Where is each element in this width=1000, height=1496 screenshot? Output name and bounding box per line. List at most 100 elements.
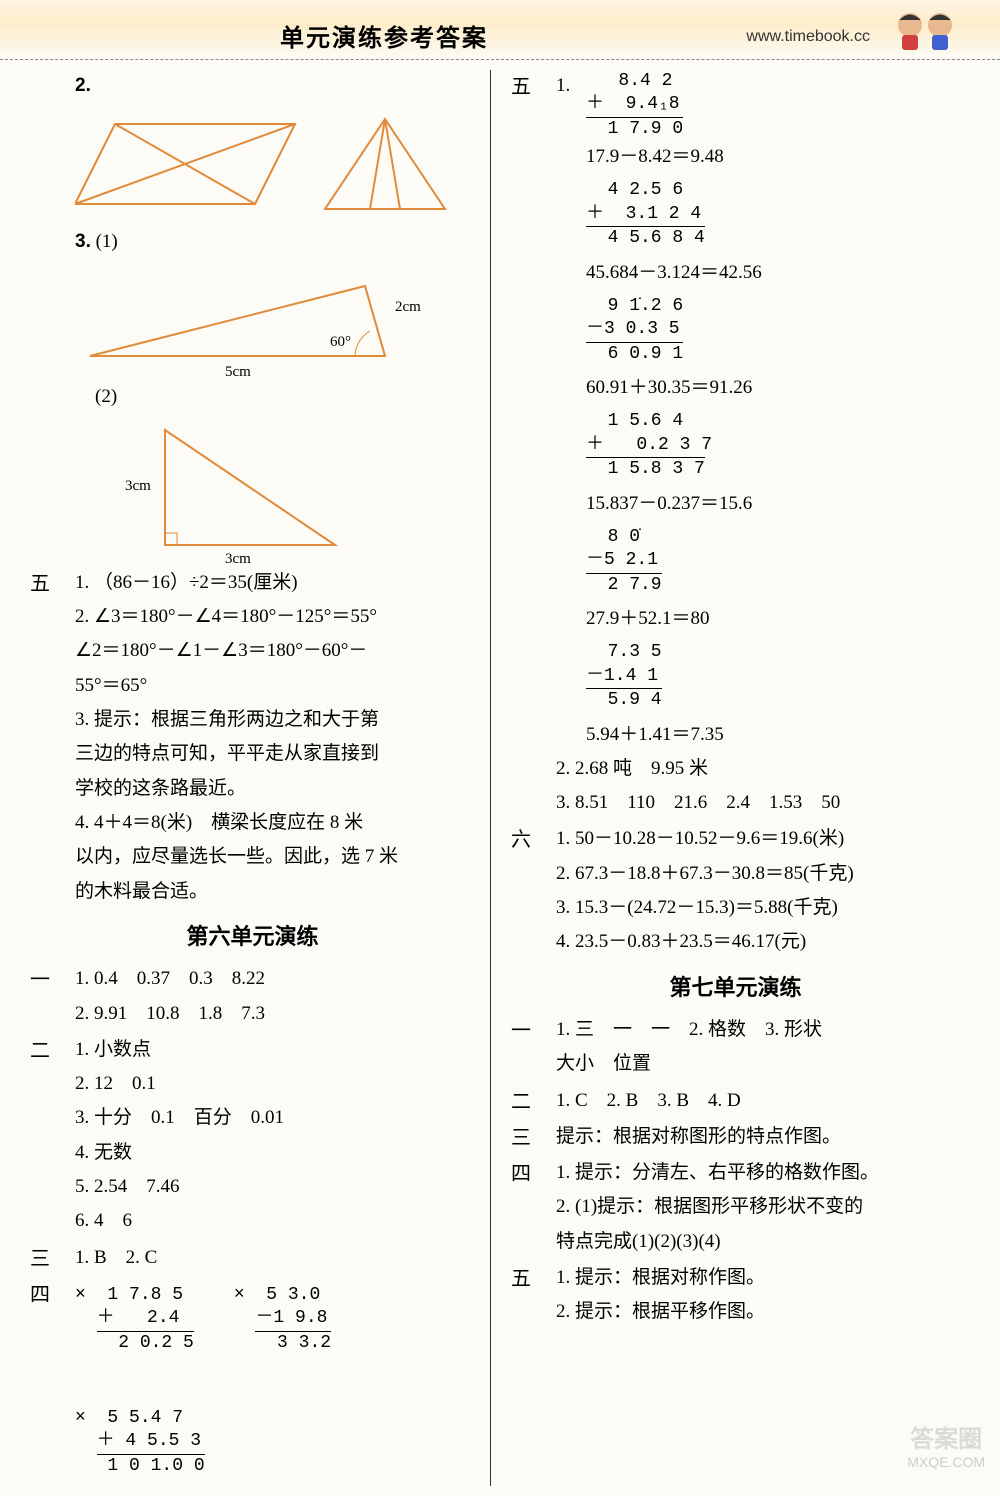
u7-sec4: 四 1. 提示：分清左、右平移的格数作图。 2. (1)提示：根据图形平移形状不…: [511, 1157, 960, 1260]
r-s5-i2: 2. 2.68 吨 9.95 米: [556, 753, 960, 785]
s5-i4c: 的木料最合适。: [75, 876, 475, 908]
section-5-right: 五 1. 8.4 2 ＋ 9.4₁8 1 7.9 0 17.9－8.42＝9.4…: [511, 70, 960, 821]
q3-2-label: (2): [95, 386, 117, 407]
u6-s2-i2: 2. 12 0.1: [75, 1068, 475, 1100]
u6-s1-label: 一: [30, 963, 75, 1032]
header-url: www.timebook.cc: [746, 28, 870, 46]
r-s5-i3: 3. 8.51 110 21.6 2.4 1.53 50: [556, 787, 960, 819]
sec5-label: 五: [30, 567, 75, 910]
u6-s2-i1: 1. 小数点: [75, 1034, 475, 1066]
u7-s4-i2a: 2. (1)提示：根据图形平移形状不变的: [556, 1191, 960, 1223]
left-column: 2. 3. (1) 2cm: [30, 70, 490, 1486]
u6-s1-i2: 2. 9.91 10.8 1.8 7.3: [75, 998, 475, 1030]
q3-1-label: (1): [96, 231, 118, 252]
s5-i3c: 学校的这条路最近。: [75, 773, 475, 805]
u6-sec4: 四 × 1 7.8 5 ＋ 2.4 2 0.2 5 × 5 3.0 －1 9.8…: [30, 1278, 475, 1484]
calc-3: × 5 5.4 7 ＋ 4 5.5 3 1 0 1.0 0: [75, 1407, 475, 1478]
r-eq-d: 15.837－0.237＝15.6: [586, 488, 960, 520]
triangle-1-shape: 2cm 60° 5cm: [75, 261, 435, 381]
u7-s4-label: 四: [511, 1157, 556, 1260]
s5-i1: 1. （86－16）÷2＝35(厘米): [75, 567, 475, 599]
r-s5-i1-label: 1.: [556, 70, 586, 141]
unit7-title: 第七单元演练: [511, 969, 960, 1006]
u7-s5-i1: 1. 提示：根据对称作图。: [556, 1262, 960, 1294]
right-column: 五 1. 8.4 2 ＋ 9.4₁8 1 7.9 0 17.9－8.42＝9.4…: [490, 70, 960, 1486]
s5-i2c: 55°＝65°: [75, 670, 475, 702]
u6-s3-label: 三: [30, 1242, 75, 1276]
u7-s3-label: 三: [511, 1121, 556, 1155]
parallelogram-shape: [75, 104, 455, 224]
u7-s1-label: 一: [511, 1014, 556, 1083]
u6-sec2: 二 1. 小数点 2. 12 0.1 3. 十分 0.1 百分 0.01 4. …: [30, 1034, 475, 1240]
s5-i2b: ∠2＝180°－∠1－∠3＝180°－60°－: [75, 635, 475, 667]
svg-text:60°: 60°: [330, 334, 351, 350]
r-s6-i3: 3. 15.3－(24.72－15.3)＝5.88(千克): [556, 892, 960, 924]
svg-text:5cm: 5cm: [225, 364, 251, 380]
u6-s3-i1: 1. B 2. C: [75, 1242, 475, 1274]
mascot-icon: [880, 5, 980, 55]
r-eq-c: 60.91＋30.35＝91.26: [586, 372, 960, 404]
u7-sec1: 一 1. 三 一 一 2. 格数 3. 形状 大小 位置: [511, 1014, 960, 1083]
watermark-l1: 答案圈: [907, 1419, 985, 1454]
u6-sec1: 一 1. 0.4 0.37 0.3 8.22 2. 9.91 10.8 1.8 …: [30, 963, 475, 1032]
unit6-title: 第六单元演练: [30, 918, 475, 955]
header-title: 单元演练参考答案: [280, 18, 488, 53]
r-calc-b: 4 2.5 6 ＋ 3.1 2 4 4 5.6 8 4: [586, 179, 960, 250]
r-calc-a: 8.4 2 ＋ 9.4₁8 1 7.9 0: [586, 70, 683, 141]
watermark-l2: MXQE.COM: [907, 1454, 985, 1470]
u6-s2-i6: 6. 4 6: [75, 1205, 475, 1237]
r-calc-c: 9 1̇.2 6 －3 0.3 5 6 0.9 1: [586, 295, 960, 366]
r-s6-i1: 1. 50－10.28－10.52－9.6＝19.6(米): [556, 823, 960, 855]
question-2: 2.: [30, 70, 475, 224]
u6-s2-i3: 3. 十分 0.1 百分 0.01: [75, 1102, 475, 1134]
content-area: 2. 3. (1) 2cm: [0, 60, 1000, 1496]
u6-s2-label: 二: [30, 1034, 75, 1240]
u7-s5-label: 五: [511, 1262, 556, 1331]
u7-s3-i1: 提示：根据对称图形的特点作图。: [556, 1121, 960, 1153]
u7-sec3: 三 提示：根据对称图形的特点作图。: [511, 1121, 960, 1155]
r-calc-e: 8 0̇ －5 2.1 2 7.9: [586, 526, 960, 597]
s5-i3a: 3. 提示：根据三角形两边之和大于第: [75, 704, 475, 736]
u6-s2-i4: 4. 无数: [75, 1137, 475, 1169]
q3-label: 3.: [75, 231, 91, 252]
r-eq-e: 27.9＋52.1＝80: [586, 603, 960, 635]
u7-s5-i2: 2. 提示：根据平移作图。: [556, 1296, 960, 1328]
s5-i4a: 4. 4＋4＝8(米) 横梁长度应在 8 米: [75, 807, 475, 839]
s5-i4b: 以内，应尽量选长一些。因此，选 7 米: [75, 841, 475, 873]
r-s6-i2: 2. 67.3－18.8＋67.3－30.8＝85(千克): [556, 858, 960, 890]
r-calc-d: 1 5.6 4 ＋ 0.2 3 7 1 5.8 3 7: [586, 410, 960, 481]
r-eq-a: 17.9－8.42＝9.48: [586, 141, 960, 173]
calc-1: × 1 7.8 5 ＋ 2.4 2 0.2 5: [75, 1284, 194, 1355]
q2-label: 2.: [75, 75, 91, 96]
u7-sec2: 二 1. C 2. B 3. B 4. D: [511, 1085, 960, 1119]
r-s6-i4: 4. 23.5－0.83＋23.5＝46.17(元): [556, 926, 960, 958]
u7-s4-i1: 1. 提示：分清左、右平移的格数作图。: [556, 1157, 960, 1189]
svg-text:3cm: 3cm: [225, 551, 251, 565]
r-sec6-label: 六: [511, 823, 556, 960]
u6-s2-i5: 5. 2.54 7.46: [75, 1171, 475, 1203]
r-calc-f: 7.3 5 －1.4 1 5.9 4: [586, 641, 960, 712]
section-6-right: 六 1. 50－10.28－10.52－9.6＝19.6(米) 2. 67.3－…: [511, 823, 960, 960]
section-5-left: 五 1. （86－16）÷2＝35(厘米) 2. ∠3＝180°－∠4＝180°…: [30, 567, 475, 910]
triangle-2-shape: 3cm 3cm: [105, 415, 385, 565]
u7-s1-i2: 大小 位置: [556, 1048, 960, 1080]
question-3: 3. (1) 2cm 60° 5cm (2) 3cm 3cm: [30, 226, 475, 565]
u6-sec3: 三 1. B 2. C: [30, 1242, 475, 1276]
s5-i2a: 2. ∠3＝180°－∠4＝180°－125°＝55°: [75, 601, 475, 633]
r-eq-b: 45.684－3.124＝42.56: [586, 257, 960, 289]
u7-s4-i2b: 特点完成(1)(2)(3)(4): [556, 1226, 960, 1258]
u7-s1-i1: 1. 三 一 一 2. 格数 3. 形状: [556, 1014, 960, 1046]
u7-s2-i1: 1. C 2. B 3. B 4. D: [556, 1085, 960, 1117]
u6-s1-i1: 1. 0.4 0.37 0.3 8.22: [75, 963, 475, 995]
u7-sec5: 五 1. 提示：根据对称作图。 2. 提示：根据平移作图。: [511, 1262, 960, 1331]
u7-s2-label: 二: [511, 1085, 556, 1119]
r-sec5-label: 五: [511, 70, 556, 821]
r-eq-f: 5.94＋1.41＝7.35: [586, 719, 960, 751]
s5-i3b: 三边的特点可知，平平走从家直接到: [75, 738, 475, 770]
page-header: 单元演练参考答案 www.timebook.cc: [0, 0, 1000, 60]
u6-s4-label: 四: [30, 1278, 75, 1484]
calc-2: × 5 3.0 －1 9.8 3 3.2: [234, 1284, 331, 1355]
svg-text:3cm: 3cm: [125, 478, 151, 494]
watermark: 答案圈 MXQE.COM: [907, 1419, 985, 1470]
svg-text:2cm: 2cm: [395, 299, 421, 315]
